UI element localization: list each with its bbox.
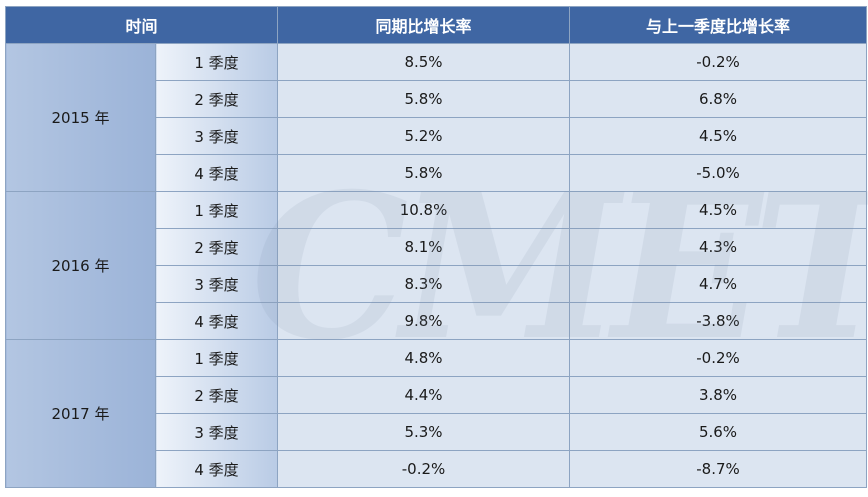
qoq-cell: -0.2% (569, 339, 868, 377)
table-row: 4 季度 -0.2% -8.7% (6, 450, 868, 488)
year-cell: 2017 年 (5, 339, 156, 488)
growth-rate-table: 时间 同期比增长率 与上一季度比增长率 2015 年 1 季度 8.5% -0.… (4, 6, 868, 488)
yoy-cell: 5.8% (277, 154, 571, 192)
yoy-cell: 5.3% (277, 413, 571, 451)
table-row: 3 季度 8.3% 4.7% (6, 265, 868, 303)
qoq-cell: 4.7% (569, 265, 868, 303)
quarter-cell: 1 季度 (154, 191, 279, 229)
table-row: 2 季度 4.4% 3.8% (6, 376, 868, 414)
year-cell: 2015 年 (5, 43, 156, 192)
qoq-cell: -5.0% (569, 154, 868, 192)
header-time: 时间 (4, 6, 279, 44)
header-qoq-growth: 与上一季度比增长率 (569, 6, 868, 44)
qoq-cell: 5.6% (569, 413, 868, 451)
yoy-cell: 4.8% (277, 339, 571, 377)
yoy-cell: 8.3% (277, 265, 571, 303)
yoy-cell: 5.2% (277, 117, 571, 155)
quarter-cell: 2 季度 (154, 376, 279, 414)
quarter-cell: 3 季度 (154, 413, 279, 451)
table-row: 2 季度 5.8% 6.8% (6, 80, 868, 118)
quarter-cell: 2 季度 (154, 228, 279, 266)
qoq-cell: 3.8% (569, 376, 868, 414)
qoq-cell: -3.8% (569, 302, 868, 340)
quarter-cell: 4 季度 (154, 154, 279, 192)
table-row: 4 季度 5.8% -5.0% (6, 154, 868, 192)
table-header-row: 时间 同期比增长率 与上一季度比增长率 (4, 6, 868, 44)
quarter-cell: 3 季度 (154, 265, 279, 303)
table-row: 2 季度 8.1% 4.3% (6, 228, 868, 266)
qoq-cell: -0.2% (569, 43, 868, 81)
yoy-cell: 4.4% (277, 376, 571, 414)
table-row: 3 季度 5.3% 5.6% (6, 413, 868, 451)
quarter-cell: 1 季度 (154, 339, 279, 377)
qoq-cell: 4.3% (569, 228, 868, 266)
header-yoy-growth: 同期比增长率 (277, 6, 571, 44)
yoy-cell: 9.8% (277, 302, 571, 340)
year-cell: 2016 年 (5, 191, 156, 340)
quarter-cell: 1 季度 (154, 43, 279, 81)
qoq-cell: 4.5% (569, 117, 868, 155)
quarter-cell: 4 季度 (154, 302, 279, 340)
table-row: 2016 年 1 季度 10.8% 4.5% (5, 191, 868, 340)
qoq-cell: 6.8% (569, 80, 868, 118)
quarter-cell: 3 季度 (154, 117, 279, 155)
yoy-cell: 10.8% (277, 191, 571, 229)
qoq-cell: -8.7% (569, 450, 868, 488)
table-row: 2017 年 1 季度 4.8% -0.2% (5, 339, 868, 488)
yoy-cell: 5.8% (277, 80, 571, 118)
qoq-cell: 4.5% (569, 191, 868, 229)
yoy-cell: 8.5% (277, 43, 571, 81)
quarter-cell: 4 季度 (154, 450, 279, 488)
table-row: 2015 年 1 季度 8.5% -0.2% (5, 43, 868, 192)
quarter-cell: 2 季度 (154, 80, 279, 118)
table-row: 3 季度 5.2% 4.5% (6, 117, 868, 155)
yoy-cell: 8.1% (277, 228, 571, 266)
yoy-cell: -0.2% (277, 450, 571, 488)
